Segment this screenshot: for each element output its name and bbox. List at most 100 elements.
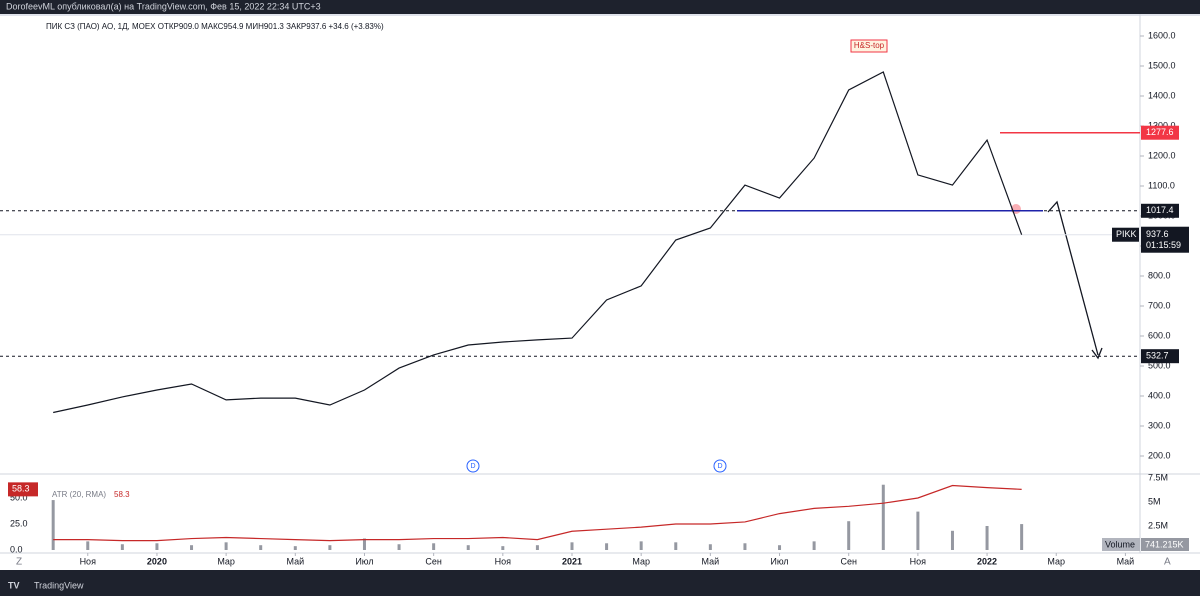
series-line — [53, 484, 1022, 542]
x-tick-label: Ноя — [495, 556, 512, 566]
y-tick-label: 400.0 — [1148, 390, 1171, 400]
level-label-bg — [1141, 349, 1179, 364]
volume-bar — [812, 541, 816, 550]
last-price-bg — [1141, 226, 1189, 253]
x-tick-label: Мар — [1047, 556, 1065, 566]
scale-button[interactable]: A — [1164, 557, 1171, 568]
x-tick-label: Ноя — [910, 556, 927, 566]
event-marker — [466, 459, 480, 473]
atr-tick-label: 0.0 — [10, 544, 23, 554]
volume-bar — [328, 545, 332, 550]
volume-bar — [570, 542, 574, 550]
x-tick-label: Июл — [770, 556, 788, 566]
volume-bar — [190, 545, 194, 550]
y-tick-label: 200.0 — [1148, 450, 1171, 460]
volume-bar — [535, 545, 539, 550]
legend: ПИК СЗ (ПАО) АО, 1Д, MOEX ОТКР909.0 МАКС… — [46, 22, 384, 31]
level-label-bg — [1141, 125, 1179, 140]
arrow-head — [1091, 347, 1103, 360]
volume-bar — [985, 526, 989, 550]
symbol-bg — [1112, 227, 1139, 242]
annotation-bg — [850, 39, 888, 53]
event-label: D — [717, 463, 722, 470]
annotation: H&S-top — [854, 41, 885, 50]
bottom-bar — [0, 570, 1200, 596]
atr-legend: ATR (20, RMA) — [52, 490, 106, 499]
x-tick-label: Май — [286, 556, 304, 566]
logo: TV — [8, 580, 20, 590]
volume-bar — [708, 544, 712, 550]
volume-tick-label: 2.5M — [1148, 520, 1168, 530]
x-tick-label: Мар — [632, 556, 650, 566]
volume-bar — [743, 543, 747, 550]
level-label: 532.7 — [1146, 351, 1169, 361]
volume-tick-label: 5M — [1148, 496, 1161, 506]
x-tick-label: Май — [702, 556, 720, 566]
event-label: D — [470, 463, 475, 470]
volume-bar — [362, 538, 366, 550]
volume-bar — [639, 541, 643, 550]
volume-bar — [466, 545, 470, 550]
x-tick-label: Мар — [217, 556, 235, 566]
atr-tick-label: 25.0 — [10, 518, 28, 528]
top-bar — [0, 0, 1200, 14]
y-tick-label: 1200.0 — [1148, 150, 1176, 160]
volume-bar — [674, 542, 678, 550]
y-tick-label: 600.0 — [1148, 330, 1171, 340]
atr-value: 58.3 — [12, 484, 30, 494]
volume-tick-label: 7.5M — [1148, 472, 1168, 482]
x-tick-label: Июл — [355, 556, 373, 566]
level-label: 1277.6 — [1146, 127, 1174, 137]
volume-bar — [397, 544, 401, 550]
volume-bar — [120, 544, 124, 550]
last-price: 937.6 — [1146, 229, 1169, 239]
volume-last: 741.215K — [1145, 539, 1184, 549]
atr-tick-label: 50.0 — [10, 492, 28, 502]
header-text: DorofeevML опубликовал(а) на TradingView… — [6, 1, 321, 11]
x-tick-label: 2021 — [562, 556, 582, 566]
atr-value-bg — [8, 482, 38, 497]
volume-tag-bg — [1102, 538, 1140, 551]
volume-bar — [224, 542, 228, 550]
volume-bar — [881, 484, 885, 550]
volume-bar — [778, 545, 782, 550]
event-marker — [713, 459, 727, 473]
x-tick-label: Сен — [425, 556, 442, 566]
x-tick-label: 2020 — [147, 556, 167, 566]
level-label: 1017.4 — [1146, 205, 1174, 215]
volume-bar — [950, 530, 954, 550]
x-tick-label: 2022 — [977, 556, 997, 566]
y-tick-label: 300.0 — [1148, 420, 1171, 430]
symbol-label: PIKK — [1116, 229, 1137, 239]
volume-bar — [432, 543, 436, 550]
volume-tag: Volume — [1105, 539, 1135, 549]
y-tick-label: 700.0 — [1148, 300, 1171, 310]
y-tick-label: 1500.0 — [1148, 60, 1176, 70]
frame — [0, 14, 1200, 16]
volume-bar — [51, 500, 55, 550]
volume-bar — [847, 521, 851, 550]
x-tick-label: Май — [1117, 556, 1135, 566]
volume-bar — [916, 511, 920, 550]
y-tick-label: 1400.0 — [1148, 90, 1176, 100]
series-line — [53, 71, 1023, 414]
brand: TradingView — [34, 580, 84, 590]
projection-arrow — [1047, 200, 1099, 356]
x-tick-label: Сен — [840, 556, 857, 566]
y-tick-label: 1300.0 — [1148, 120, 1176, 130]
y-tick-label: 500.0 — [1148, 360, 1171, 370]
scale-button[interactable]: Z — [16, 557, 22, 568]
volume-bar — [1020, 524, 1024, 550]
y-tick-label: 800.0 — [1148, 270, 1171, 280]
countdown: 01:15:59 — [1146, 240, 1181, 250]
volume-bar — [501, 546, 505, 550]
volume-bar — [155, 543, 159, 550]
y-tick-label: 1100.0 — [1148, 180, 1175, 190]
level-label-bg — [1141, 203, 1179, 218]
volume-bar — [259, 545, 263, 550]
y-tick-label: 1600.0 — [1148, 30, 1176, 40]
atr-legend-value: 58.3 — [114, 490, 130, 499]
x-tick-label: Ноя — [80, 556, 97, 566]
